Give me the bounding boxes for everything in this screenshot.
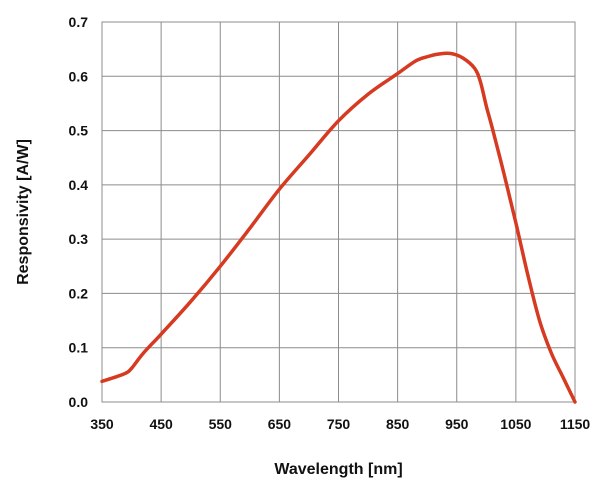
x-tick-label: 950: [445, 416, 469, 432]
y-tick-label: 0.5: [69, 123, 89, 139]
x-tick-label: 550: [209, 416, 233, 432]
x-tick-label: 750: [327, 416, 351, 432]
y-tick-label: 0.2: [69, 285, 89, 301]
x-axis-title: Wavelength [nm]: [274, 461, 402, 478]
grid: [101, 21, 576, 403]
y-tick-label: 0.6: [69, 68, 89, 84]
y-tick-label: 0.4: [69, 177, 89, 193]
x-tick-label: 1050: [500, 416, 531, 432]
y-axis-title: Responsivity [A/W]: [15, 139, 32, 285]
x-tick-label: 650: [268, 416, 292, 432]
x-tick-label: 350: [90, 416, 114, 432]
y-axis-tick-labels: 0.0 0.1 0.2 0.3 0.4 0.5 0.6 0.7: [69, 14, 89, 410]
x-tick-label: 450: [149, 416, 173, 432]
y-tick-label: 0.3: [69, 231, 89, 247]
plot-area-frame: [101, 21, 576, 403]
responsivity-series-line: [100, 51, 577, 404]
x-tick-label: 850: [386, 416, 410, 432]
x-tick-label: 1150: [560, 416, 591, 432]
y-tick-label: 0.1: [69, 340, 89, 356]
y-tick-label: 0.7: [69, 14, 89, 30]
y-tick-label: 0.0: [69, 394, 89, 410]
series-layer: [100, 51, 577, 404]
x-axis-tick-labels: 350 450 550 650 750 850 950 1050 1150: [90, 416, 590, 432]
